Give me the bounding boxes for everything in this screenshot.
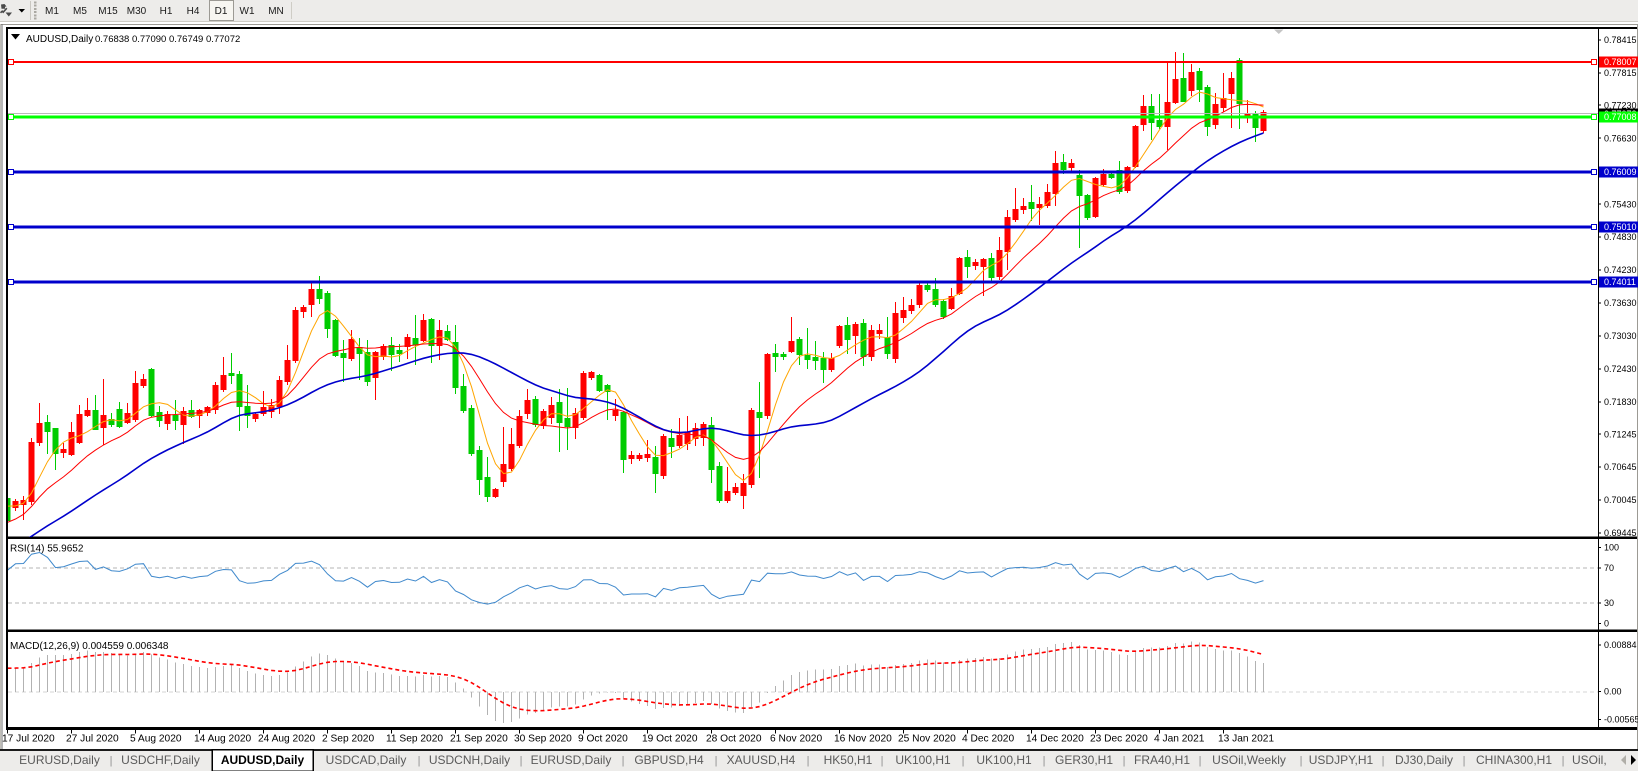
- svg-text:0.70045: 0.70045: [1604, 495, 1637, 505]
- svg-text:0.71245: 0.71245: [1604, 429, 1637, 439]
- svg-text:0.78007: 0.78007: [1604, 57, 1637, 67]
- svg-text:M15: M15: [98, 6, 118, 17]
- svg-text:|: |: [1562, 755, 1565, 767]
- svg-text:0.78415: 0.78415: [1604, 35, 1637, 45]
- svg-text:M5: M5: [73, 6, 87, 17]
- svg-text:0.77815: 0.77815: [1604, 68, 1637, 78]
- svg-text:0.70645: 0.70645: [1604, 462, 1637, 472]
- svg-text:0.69445: 0.69445: [1604, 528, 1637, 538]
- svg-text:|: |: [715, 755, 718, 767]
- svg-text:0.76009: 0.76009: [1604, 167, 1637, 177]
- svg-text:0.76838 0.77090 0.76749 0.7707: 0.76838 0.77090 0.76749 0.77072: [95, 34, 240, 45]
- svg-text:GER30,H1: GER30,H1: [1055, 753, 1113, 767]
- svg-text:M30: M30: [127, 6, 147, 17]
- svg-text:16 Nov 2020: 16 Nov 2020: [834, 734, 892, 745]
- svg-text:|: |: [1043, 755, 1046, 767]
- svg-text:M1: M1: [45, 6, 59, 17]
- svg-text:MACD(12,26,9) 0.004559 0.00634: MACD(12,26,9) 0.004559 0.006348: [10, 641, 169, 652]
- svg-text:MN: MN: [268, 6, 284, 17]
- svg-text:|: |: [1199, 755, 1202, 767]
- svg-text:70: 70: [1604, 563, 1614, 573]
- svg-text:9 Oct 2020: 9 Oct 2020: [578, 734, 628, 745]
- svg-text:FRA40,H1: FRA40,H1: [1134, 753, 1190, 767]
- svg-text:4 Jan 2021: 4 Jan 2021: [1154, 734, 1205, 745]
- svg-text:AUDUSD,Daily: AUDUSD,Daily: [26, 34, 93, 45]
- svg-text:19 Oct 2020: 19 Oct 2020: [642, 734, 698, 745]
- svg-text:0.72430: 0.72430: [1604, 364, 1637, 374]
- svg-text:|: |: [1382, 755, 1385, 767]
- svg-text:0.74830: 0.74830: [1604, 232, 1637, 242]
- svg-text:11 Sep 2020: 11 Sep 2020: [386, 734, 443, 745]
- svg-text:|: |: [1123, 755, 1126, 767]
- svg-text:|: |: [520, 755, 523, 767]
- svg-text:24 Aug 2020: 24 Aug 2020: [258, 734, 316, 745]
- svg-text:|: |: [622, 755, 625, 767]
- svg-text:0.73630: 0.73630: [1604, 298, 1637, 308]
- svg-text:|: |: [962, 755, 965, 767]
- svg-text:USDCHF,Daily: USDCHF,Daily: [121, 753, 200, 767]
- svg-text:AUDUSD,Daily: AUDUSD,Daily: [221, 753, 305, 767]
- svg-text:|: |: [881, 755, 884, 767]
- svg-text:|: |: [807, 755, 810, 767]
- svg-text:-0.00565: -0.00565: [1604, 715, 1638, 725]
- svg-text:5 Aug 2020: 5 Aug 2020: [130, 734, 182, 745]
- svg-text:14 Dec 2020: 14 Dec 2020: [1026, 734, 1084, 745]
- svg-text:4 Dec 2020: 4 Dec 2020: [962, 734, 1014, 745]
- svg-text:0.74230: 0.74230: [1604, 265, 1637, 275]
- svg-text:|: |: [1300, 755, 1303, 767]
- svg-text:23 Dec 2020: 23 Dec 2020: [1090, 734, 1148, 745]
- svg-text:27 Jul 2020: 27 Jul 2020: [66, 734, 119, 745]
- svg-text:|: |: [418, 755, 421, 767]
- svg-text:21 Sep 2020: 21 Sep 2020: [450, 734, 508, 745]
- svg-text:0.00884: 0.00884: [1604, 640, 1637, 650]
- svg-text:0.74011: 0.74011: [1604, 277, 1636, 287]
- svg-text:USDJPY,H1: USDJPY,H1: [1309, 753, 1374, 767]
- svg-text:0.73030: 0.73030: [1604, 331, 1637, 341]
- svg-text:EURUSD,Daily: EURUSD,Daily: [531, 753, 612, 767]
- svg-text:UK100,H1: UK100,H1: [895, 753, 951, 767]
- svg-text:H1: H1: [160, 6, 173, 17]
- svg-text:|: |: [1463, 755, 1466, 767]
- svg-text:6 Nov 2020: 6 Nov 2020: [770, 734, 822, 745]
- svg-text:|: |: [110, 755, 113, 767]
- svg-text:DJ30,Daily: DJ30,Daily: [1395, 753, 1453, 767]
- svg-text:13 Jan 2021: 13 Jan 2021: [1218, 734, 1274, 745]
- svg-text:0.76630: 0.76630: [1604, 133, 1637, 143]
- svg-text:EURUSD,Daily: EURUSD,Daily: [19, 753, 100, 767]
- svg-text:D1: D1: [215, 6, 228, 17]
- svg-text:H4: H4: [187, 6, 200, 17]
- svg-text:25 Nov 2020: 25 Nov 2020: [898, 734, 956, 745]
- svg-text:UK100,H1: UK100,H1: [976, 753, 1032, 767]
- svg-text:14 Aug 2020: 14 Aug 2020: [194, 734, 252, 745]
- svg-text:CHINA300,H1: CHINA300,H1: [1476, 753, 1552, 767]
- svg-text:XAUUSD,H4: XAUUSD,H4: [727, 753, 796, 767]
- svg-text:GBPUSD,H4: GBPUSD,H4: [634, 753, 704, 767]
- svg-text:0.71830: 0.71830: [1604, 397, 1637, 407]
- svg-text:W1: W1: [240, 6, 255, 17]
- svg-text:100: 100: [1604, 543, 1619, 553]
- svg-text:RSI(14) 55.9652: RSI(14) 55.9652: [10, 544, 84, 555]
- svg-text:30: 30: [1604, 598, 1614, 608]
- svg-text:USDCNH,Daily: USDCNH,Daily: [429, 753, 510, 767]
- svg-text:0: 0: [1604, 619, 1609, 629]
- svg-text:28 Oct 2020: 28 Oct 2020: [706, 734, 762, 745]
- svg-text:USOil,Weekly: USOil,Weekly: [1212, 753, 1286, 767]
- svg-text:USOil,: USOil,: [1572, 753, 1607, 767]
- svg-text:0.77230: 0.77230: [1604, 100, 1637, 110]
- svg-text:2 Sep 2020: 2 Sep 2020: [322, 734, 374, 745]
- svg-text:HK50,H1: HK50,H1: [824, 753, 873, 767]
- svg-text:USDCAD,Daily: USDCAD,Daily: [326, 753, 407, 767]
- svg-text:0.75430: 0.75430: [1604, 199, 1637, 209]
- svg-text:0.00: 0.00: [1604, 687, 1622, 697]
- svg-text:0.75010: 0.75010: [1604, 222, 1637, 232]
- svg-text:17 Jul 2020: 17 Jul 2020: [2, 734, 55, 745]
- svg-text:0.77008: 0.77008: [1604, 112, 1637, 122]
- svg-text:30 Sep 2020: 30 Sep 2020: [514, 734, 572, 745]
